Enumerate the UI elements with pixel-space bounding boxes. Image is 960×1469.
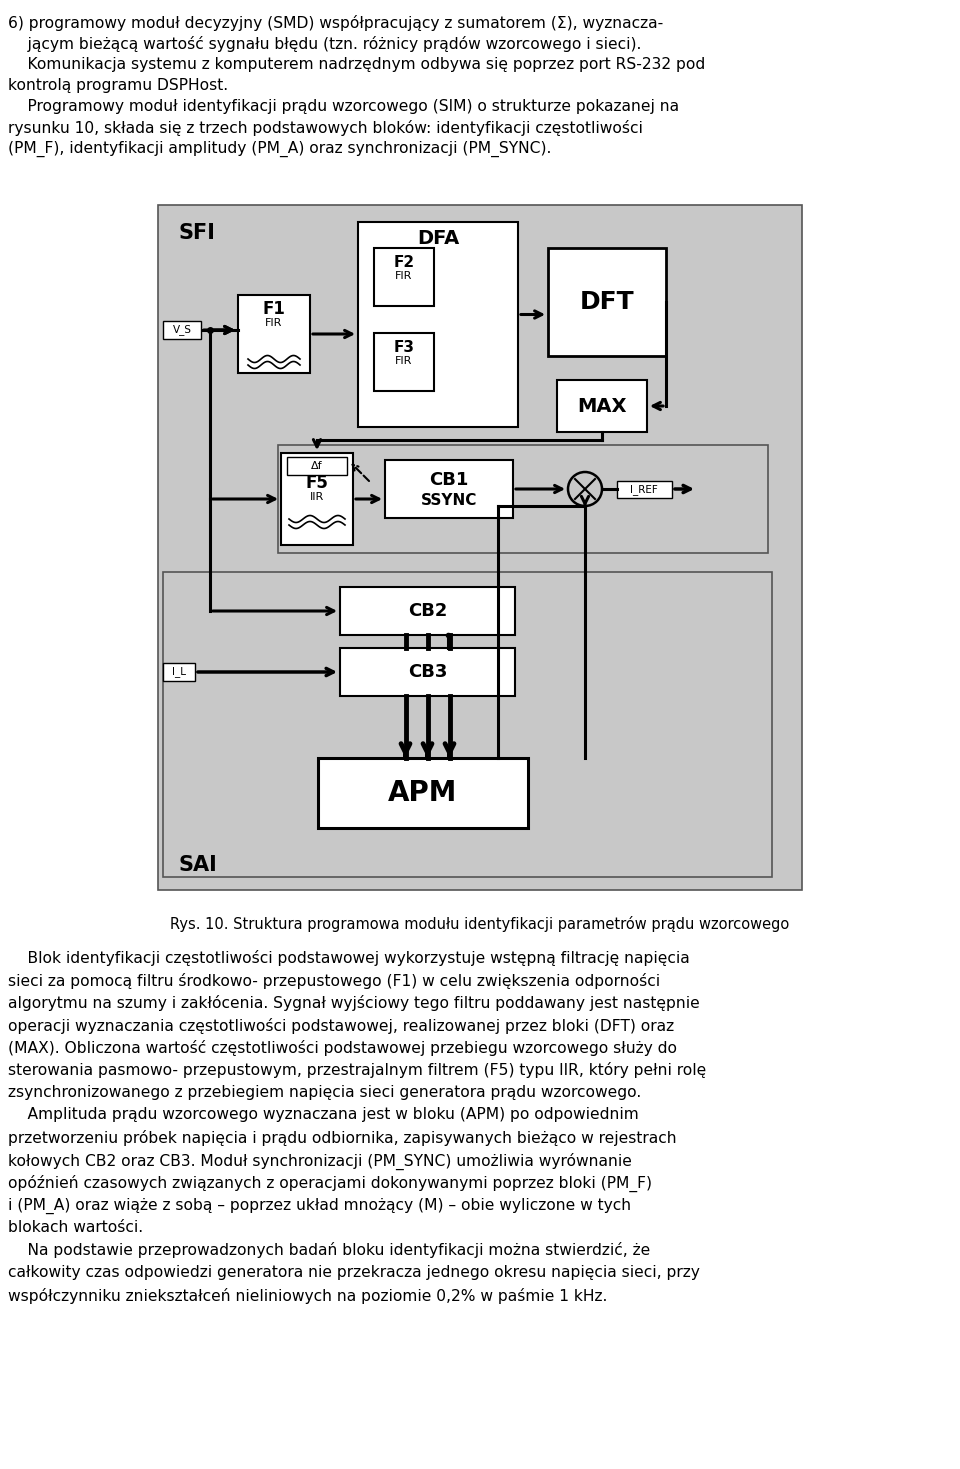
Text: SSYNC: SSYNC (420, 492, 477, 507)
Bar (238, 295, 310, 373)
Text: algorytmu na szumy i zakłócenia. Sygnał wyjściowy tego filtru poddawany jest nas: algorytmu na szumy i zakłócenia. Sygnał … (8, 995, 700, 1011)
Text: współczynniku zniekształceń nieliniowych na poziomie 0,2% w paśmie 1 kHz.: współczynniku zniekształceń nieliniowych… (8, 1287, 608, 1303)
Bar (281, 452, 353, 545)
Text: sterowania pasmowo- przepustowym, przestrajalnym filtrem (F5) typu IIR, który pe: sterowania pasmowo- przepustowym, przest… (8, 1062, 707, 1078)
Text: przetworzeniu próbek napięcia i prądu odbiornika, zapisywanych bieżąco w rejestr: przetworzeniu próbek napięcia i prądu od… (8, 1130, 677, 1146)
Bar (374, 333, 434, 391)
Text: FIR: FIR (396, 270, 413, 281)
Bar (158, 206, 802, 890)
Text: FIR: FIR (265, 317, 282, 328)
Text: jącym bieżącą wartość sygnału błędu (tzn. różnicy prądów wzorcowego i sieci).: jącym bieżącą wartość sygnału błędu (tzn… (8, 37, 641, 51)
Text: SAI: SAI (178, 855, 217, 876)
Text: CB2: CB2 (408, 602, 447, 620)
Text: 6) programowy moduł decyzyjny (SMD) współpracujący z sumatorem (Σ), wyznacza-: 6) programowy moduł decyzyjny (SMD) wspó… (8, 15, 663, 31)
Text: Amplituda prądu wzorcowego wyznaczana jest w bloku (APM) po odpowiednim: Amplituda prądu wzorcowego wyznaczana je… (8, 1108, 638, 1122)
Text: I_REF: I_REF (630, 485, 658, 495)
Bar (548, 248, 666, 355)
Bar (557, 380, 647, 432)
Text: Komunikacja systemu z komputerem nadrzędnym odbywa się poprzez port RS-232 pod: Komunikacja systemu z komputerem nadrzęd… (8, 57, 706, 72)
Bar (163, 571, 772, 877)
Text: Blok identyfikacji częstotliwości podstawowej wykorzystuje wstępną filtrację nap: Blok identyfikacji częstotliwości podsta… (8, 950, 689, 967)
Bar (163, 322, 201, 339)
Text: (MAX). Obliczona wartość częstotliwości podstawowej przebiegu wzorcowego służy d: (MAX). Obliczona wartość częstotliwości … (8, 1040, 677, 1056)
Text: IIR: IIR (310, 492, 324, 502)
Text: I_L: I_L (172, 667, 186, 677)
Bar (340, 588, 515, 635)
Text: F2: F2 (394, 254, 415, 269)
Text: Na podstawie przeprowadzonych badań bloku identyfikacji można stwierdzić, że: Na podstawie przeprowadzonych badań blok… (8, 1243, 650, 1259)
Text: całkowity czas odpowiedzi generatora nie przekracza jednego okresu napięcia siec: całkowity czas odpowiedzi generatora nie… (8, 1265, 700, 1279)
Text: Rys. 10. Struktura programowa modułu identyfikacji parametrów prądu wzorcowego: Rys. 10. Struktura programowa modułu ide… (170, 917, 790, 931)
Text: rysunku 10, składa się z trzech podstawowych bloków: identyfikacji częstotliwośc: rysunku 10, składa się z trzech podstawo… (8, 120, 643, 137)
Text: Δf: Δf (311, 461, 323, 472)
Text: kontrolą programu DSPHost.: kontrolą programu DSPHost. (8, 78, 228, 93)
Text: CB3: CB3 (408, 663, 447, 682)
Text: F5: F5 (305, 474, 328, 492)
Bar (617, 480, 672, 498)
Text: sieci za pomocą filtru środkowo- przepustowego (F1) w celu zwiększenia odpornośc: sieci za pomocą filtru środkowo- przepus… (8, 972, 660, 989)
Text: V_S: V_S (173, 325, 191, 335)
Text: blokach wartości.: blokach wartości. (8, 1219, 143, 1235)
Bar (318, 758, 528, 829)
Bar (385, 460, 513, 519)
Bar (374, 248, 434, 306)
Text: DFT: DFT (580, 289, 635, 314)
Bar (278, 445, 768, 552)
Text: F3: F3 (394, 339, 415, 354)
Text: zsynchronizowanego z przebiegiem napięcia sieci generatora prądu wzorcowego.: zsynchronizowanego z przebiegiem napięci… (8, 1086, 641, 1100)
Bar (340, 648, 515, 696)
Text: DFA: DFA (417, 229, 459, 247)
Bar (163, 663, 195, 682)
Text: i (PM_A) oraz wiąże z sobą – poprzez układ mnożący (M) – obie wyliczone w tych: i (PM_A) oraz wiąże z sobą – poprzez ukł… (8, 1197, 631, 1213)
Text: FIR: FIR (396, 355, 413, 366)
Text: opóźnień czasowych związanych z operacjami dokonywanymi poprzez bloki (PM_F): opóźnień czasowych związanych z operacja… (8, 1175, 652, 1193)
Text: CB1: CB1 (429, 472, 468, 489)
Text: APM: APM (388, 779, 458, 806)
Text: (PM_F), identyfikacji amplitudy (PM_A) oraz synchronizacji (PM_SYNC).: (PM_F), identyfikacji amplitudy (PM_A) o… (8, 141, 551, 157)
Text: SFI: SFI (178, 223, 215, 242)
Bar (358, 222, 518, 427)
Text: F1: F1 (263, 300, 285, 317)
Text: MAX: MAX (577, 397, 627, 416)
Bar (287, 457, 347, 474)
Text: Programowy moduł identyfikacji prądu wzorcowego (SIM) o strukturze pokazanej na: Programowy moduł identyfikacji prądu wzo… (8, 98, 679, 115)
Text: kołowych CB2 oraz CB3. Moduł synchronizacji (PM_SYNC) umożliwia wyrównanie: kołowych CB2 oraz CB3. Moduł synchroniza… (8, 1153, 632, 1169)
Text: operacji wyznaczania częstotliwości podstawowej, realizowanej przez bloki (DFT) : operacji wyznaczania częstotliwości pods… (8, 1018, 674, 1034)
